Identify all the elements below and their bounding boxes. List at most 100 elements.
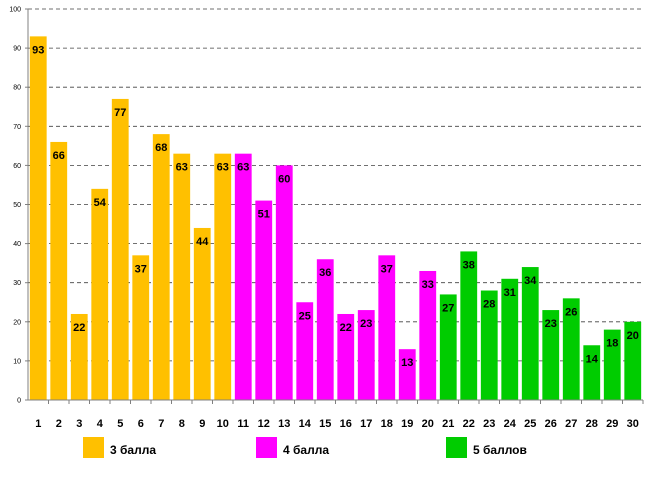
x-tick-label: 4: [97, 418, 104, 430]
data-labels: 93 66 22 54 77 37 68 63 44 63 63 51 60 25 36 22 23 37 13 33…: [32, 44, 639, 369]
bar-1: [29, 36, 47, 401]
bar-9: [193, 227, 211, 400]
bar-4: [91, 188, 109, 400]
bar-20: [419, 270, 437, 400]
x-tick-label: 23: [483, 418, 495, 430]
bar-19: [398, 349, 416, 400]
x-tick-label: 12: [258, 418, 270, 430]
y-tick-label: 10: [13, 358, 21, 365]
y-tick-label: 100: [9, 7, 21, 14]
bar-7: [152, 134, 170, 400]
bar-29: [603, 329, 621, 400]
data-label-13: 60: [278, 173, 290, 185]
bar-16: [337, 313, 355, 400]
x-tick-label: 2: [56, 418, 62, 430]
x-tick-label: 9: [199, 418, 205, 430]
bar-22: [460, 251, 478, 400]
data-label-20: 33: [422, 279, 434, 291]
data-label-26: 23: [545, 318, 557, 330]
bar-10: [214, 153, 232, 400]
x-tick-label: 24: [504, 418, 517, 430]
data-label-28: 14: [586, 353, 599, 365]
bar-3: [70, 313, 88, 400]
x-tick-label: 8: [179, 418, 185, 430]
x-tick-label: 15: [319, 418, 331, 430]
x-tick-label: 13: [278, 418, 290, 430]
x-tick-label: 22: [463, 418, 475, 430]
data-label-19: 13: [401, 357, 413, 369]
x-tick-label: 21: [442, 418, 454, 430]
data-label-1: 93: [32, 44, 44, 56]
x-tick-label: 6: [138, 418, 144, 430]
y-tick-label: 60: [13, 163, 21, 170]
data-label-18: 37: [381, 263, 393, 275]
bar-21: [439, 294, 457, 400]
x-tick-label: 7: [158, 418, 164, 430]
legend-swatch-2: [256, 437, 277, 458]
x-tick-label: 3: [76, 418, 82, 430]
bar-12: [255, 200, 273, 400]
bar-28: [583, 345, 601, 400]
bar-2: [50, 141, 68, 400]
x-tick-label: 26: [545, 418, 557, 430]
bar-5: [111, 98, 129, 401]
bars: [29, 36, 642, 401]
data-label-14: 25: [299, 310, 311, 322]
y-tick-label: 0: [17, 398, 21, 405]
bar-15: [316, 259, 334, 400]
x-tick-label: 10: [217, 418, 229, 430]
bar-24: [501, 278, 519, 400]
y-tick-label: 80: [13, 85, 21, 92]
legend-label-1: 3 балла: [110, 443, 156, 457]
x-tick-label: 16: [340, 418, 352, 430]
data-label-25: 34: [524, 275, 537, 287]
data-label-22: 38: [463, 259, 475, 271]
bar-23: [480, 290, 498, 400]
data-label-15: 36: [319, 267, 331, 279]
x-tick-label: 1: [35, 418, 41, 430]
data-label-16: 22: [340, 322, 352, 334]
x-tick-label: 14: [299, 418, 312, 430]
data-label-29: 18: [606, 338, 618, 350]
data-label-9: 44: [196, 236, 209, 248]
data-label-10: 63: [217, 162, 229, 174]
x-tick-label: 5: [117, 418, 123, 430]
bar-14: [296, 302, 314, 400]
bar-6: [132, 255, 150, 400]
data-label-27: 26: [565, 306, 577, 318]
x-tick-label: 25: [524, 418, 536, 430]
y-tick-label: 30: [13, 280, 21, 287]
axes: [25, 8, 644, 404]
data-label-3: 22: [73, 322, 85, 334]
bar-13: [275, 165, 293, 400]
x-tick-label: 11: [237, 418, 249, 430]
bar-30: [624, 321, 642, 400]
legend: 3 балла 4 балла 5 баллов: [83, 437, 527, 458]
bar-27: [562, 298, 580, 400]
data-label-8: 63: [176, 162, 188, 174]
x-tick-label: 30: [627, 418, 639, 430]
data-label-4: 54: [94, 197, 107, 209]
legend-label-2: 4 балла: [283, 443, 329, 457]
data-label-23: 28: [483, 299, 495, 311]
x-tick-label: 20: [422, 418, 434, 430]
bar-25: [521, 267, 539, 400]
y-tick-label: 20: [13, 319, 21, 326]
data-label-17: 23: [360, 318, 372, 330]
data-label-6: 37: [135, 263, 147, 275]
y-tick-label: 90: [13, 46, 21, 53]
data-label-21: 27: [442, 302, 454, 314]
x-tick-label: 18: [381, 418, 393, 430]
y-tick-label: 40: [13, 241, 21, 248]
bar-11: [234, 153, 252, 400]
data-label-11: 63: [237, 162, 249, 174]
data-label-30: 20: [627, 330, 639, 342]
x-tick-label: 28: [586, 418, 598, 430]
bar-18: [378, 255, 396, 400]
bar-26: [542, 310, 560, 400]
legend-swatch-3: [446, 437, 467, 458]
legend-label-3: 5 баллов: [473, 443, 527, 457]
data-label-5: 77: [114, 107, 126, 119]
y-tick-label: 50: [13, 202, 21, 209]
